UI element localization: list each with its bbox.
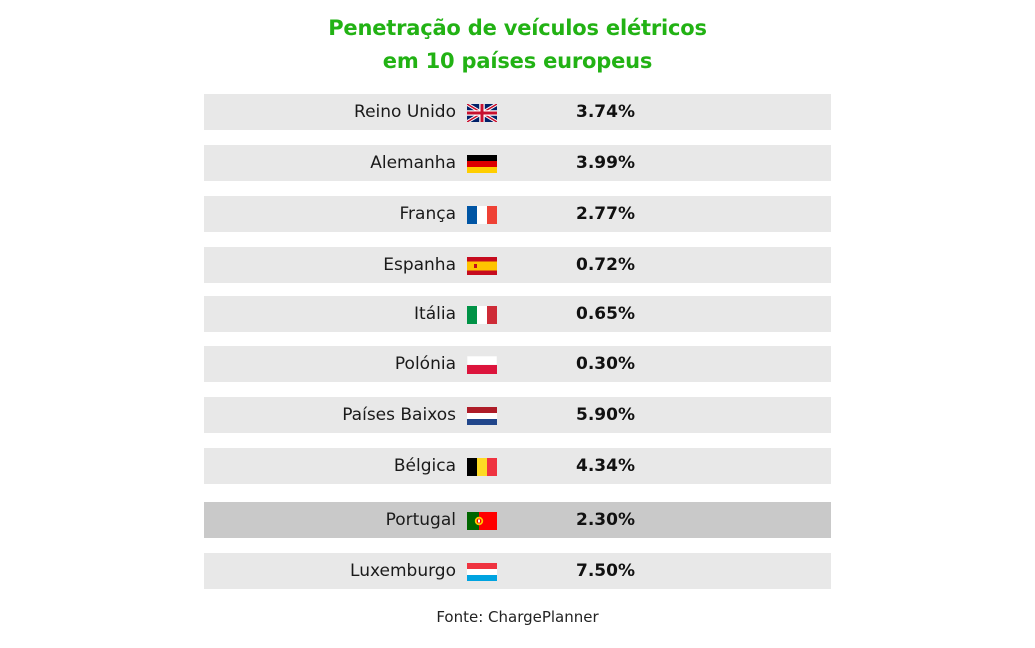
country-label: Alemanha xyxy=(370,153,456,173)
uk-flag-icon xyxy=(467,104,497,122)
italy-flag-icon xyxy=(467,306,497,324)
france-flag-icon xyxy=(467,206,497,224)
poland-flag-icon xyxy=(467,356,497,374)
table-row: Reino Unido 3.74% xyxy=(204,94,831,130)
belgium-flag-icon xyxy=(467,458,497,476)
table-row: Portugal 2.30% xyxy=(204,502,831,538)
penetration-value: 3.99% xyxy=(576,153,635,173)
country-label: Espanha xyxy=(383,255,456,275)
table-row: Bélgica 4.34% xyxy=(204,448,831,484)
penetration-value: 0.65% xyxy=(576,304,635,324)
country-label: Bélgica xyxy=(393,456,456,476)
penetration-value: 3.74% xyxy=(576,102,635,122)
table-row: Luxemburgo 7.50% xyxy=(204,553,831,589)
country-label: Itália xyxy=(414,304,456,324)
penetration-value: 0.72% xyxy=(576,255,635,275)
penetration-value: 4.34% xyxy=(576,456,635,476)
table-row: Itália 0.65% xyxy=(204,296,831,332)
penetration-value: 2.77% xyxy=(576,204,635,224)
germany-flag-icon xyxy=(467,155,497,173)
table-row: Polónia 0.30% xyxy=(204,346,831,382)
country-label: Reino Unido xyxy=(354,102,456,122)
country-label: Luxemburgo xyxy=(350,561,456,581)
table-row: Países Baixos 5.90% xyxy=(204,397,831,433)
netherlands-flag-icon xyxy=(467,407,497,425)
penetration-value: 5.90% xyxy=(576,405,635,425)
chart-title: Penetração de veículos elétricos em 10 p… xyxy=(0,12,1035,78)
table-row: Alemanha 3.99% xyxy=(204,145,831,181)
table-row: França 2.77% xyxy=(204,196,831,232)
spain-flag-icon xyxy=(467,257,497,275)
country-label: França xyxy=(399,204,457,224)
penetration-value: 2.30% xyxy=(576,510,635,530)
luxembourg-flag-icon xyxy=(467,563,497,581)
chart-title-line-2: em 10 países europeus xyxy=(382,49,653,73)
chart-title-line-1: Penetração de veículos elétricos xyxy=(328,16,707,40)
penetration-value: 0.30% xyxy=(576,354,635,374)
country-label: Polónia xyxy=(394,354,456,374)
portugal-flag-icon xyxy=(467,512,497,530)
penetration-value: 7.50% xyxy=(576,561,635,581)
country-label: Países Baixos xyxy=(342,405,456,425)
table-row: Espanha 0.72% xyxy=(204,247,831,283)
country-label: Portugal xyxy=(385,510,456,530)
source-note: Fonte: ChargePlanner xyxy=(436,608,599,626)
